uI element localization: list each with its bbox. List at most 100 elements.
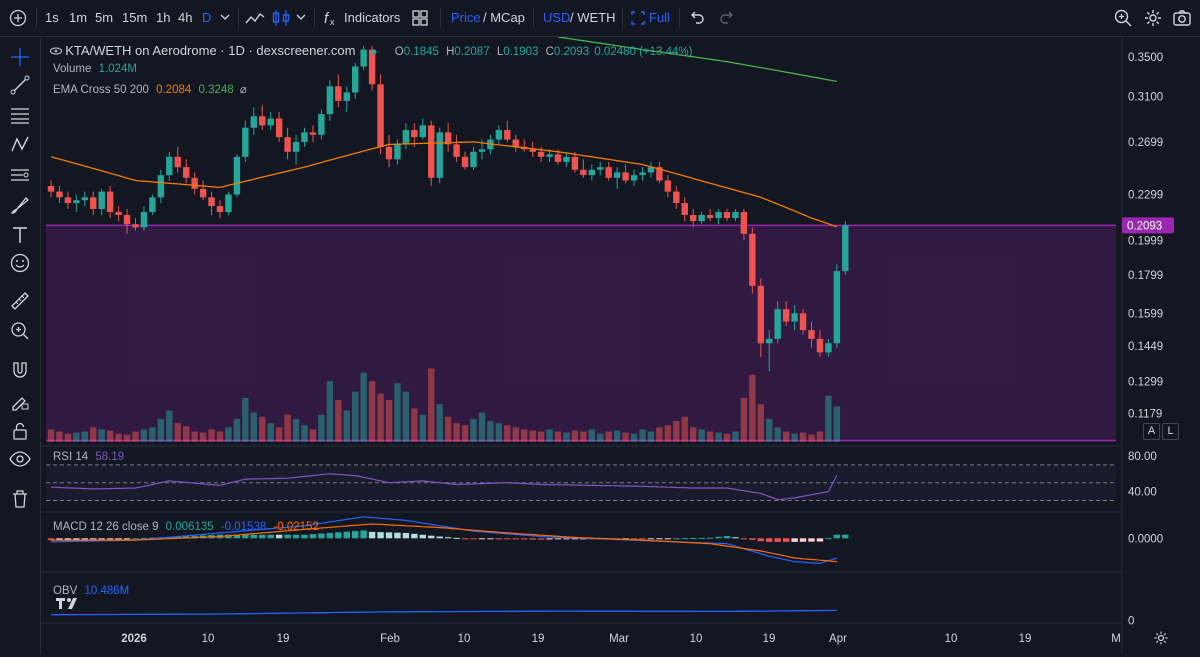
log-scale-button[interactable]: L bbox=[1162, 423, 1179, 440]
chart-area[interactable]: 0.3500 0.3100 0.2699 0.2299 0.1999 0.1799 0.15… bbox=[40, 36, 1200, 654]
lock-drawing-icon[interactable] bbox=[8, 389, 32, 413]
volume-bar bbox=[377, 393, 384, 442]
candle-body bbox=[554, 154, 562, 162]
axis-settings-icon[interactable] bbox=[1153, 630, 1169, 646]
candle-body bbox=[428, 125, 435, 178]
crosshair-icon[interactable] bbox=[8, 45, 32, 69]
macd-histogram-bar bbox=[402, 532, 410, 539]
timeframe-1s[interactable]: 1s bbox=[45, 10, 59, 25]
candle-body bbox=[174, 156, 181, 168]
volume-bar bbox=[56, 431, 63, 442]
price-toggle[interactable]: Price bbox=[451, 10, 481, 25]
rsi-tick-label: 80.00 bbox=[1128, 451, 1157, 463]
volume-bar bbox=[444, 416, 452, 442]
volume-bar bbox=[529, 430, 536, 442]
timeframe-5m[interactable]: 5m bbox=[95, 10, 114, 25]
last-price-tag bbox=[1122, 217, 1174, 234]
volume-bar bbox=[453, 423, 460, 442]
volume-bar bbox=[183, 426, 190, 442]
macd-histogram-bar bbox=[521, 538, 528, 540]
macd-histogram-bar bbox=[723, 535, 731, 539]
timeframe-1m[interactable]: 1m bbox=[69, 10, 88, 25]
change-value: 0.02480 (+13.44%) bbox=[594, 46, 693, 58]
candle-body bbox=[740, 211, 748, 234]
usd-toggle[interactable]: USD bbox=[543, 10, 571, 25]
price-tick-label: 0.1799 bbox=[1128, 270, 1163, 282]
undo-icon[interactable] bbox=[688, 8, 706, 26]
macd-histogram-bar bbox=[275, 534, 283, 539]
magnet-icon[interactable] bbox=[8, 359, 32, 383]
volume-bar bbox=[613, 430, 621, 442]
candle-body bbox=[402, 130, 410, 145]
line-chart-icon[interactable] bbox=[244, 8, 266, 26]
candle-body bbox=[571, 156, 579, 170]
ruler-icon[interactable] bbox=[8, 289, 32, 313]
candle-body bbox=[622, 172, 629, 181]
token-logo-icon bbox=[49, 46, 63, 56]
indicators-button[interactable]: Indicators bbox=[344, 10, 401, 25]
volume-bar bbox=[571, 430, 579, 442]
macd-histogram-bar bbox=[318, 533, 325, 539]
full-button[interactable]: Full bbox=[649, 10, 670, 25]
lock-icon[interactable] bbox=[8, 419, 32, 443]
macd-histogram-bar bbox=[470, 538, 477, 540]
macd-histogram-bar bbox=[174, 536, 181, 539]
emoji-icon[interactable] bbox=[8, 251, 32, 275]
macd-hist-value: 0.006135 bbox=[165, 521, 214, 533]
settings-gear-icon[interactable] bbox=[1143, 8, 1163, 26]
fullscreen-icon[interactable] bbox=[630, 9, 646, 27]
chevron-down-icon[interactable] bbox=[294, 8, 308, 26]
auto-scale-button[interactable]: A bbox=[1143, 423, 1160, 440]
timeframe-1h[interactable]: 1h bbox=[156, 10, 171, 25]
trend-line-icon[interactable] bbox=[8, 73, 32, 97]
candle-body bbox=[470, 151, 477, 168]
ema50-value: 0.2084 bbox=[156, 84, 192, 96]
chevron-down-icon[interactable] bbox=[218, 8, 232, 26]
volume-bar bbox=[470, 418, 477, 442]
macd-histogram-bar bbox=[808, 538, 815, 542]
snapshot-camera-icon[interactable] bbox=[1172, 8, 1192, 26]
volume-bar bbox=[47, 429, 55, 442]
redo-icon[interactable] bbox=[718, 8, 736, 26]
candle-body bbox=[656, 167, 663, 181]
macd-histogram-bar bbox=[284, 534, 291, 539]
time-tick-label: M bbox=[1111, 633, 1121, 645]
quick-search-icon[interactable] bbox=[1113, 8, 1133, 27]
volume-bar bbox=[799, 432, 807, 442]
timeframe-15m[interactable]: 15m bbox=[122, 10, 148, 25]
projection-icon[interactable] bbox=[8, 163, 32, 187]
eye-icon[interactable] bbox=[8, 447, 32, 471]
price-chart-svg[interactable]: 0.3500 0.3100 0.2699 0.2299 0.1999 0.1799 0.15… bbox=[40, 36, 1200, 654]
zoom-in-icon[interactable] bbox=[8, 319, 32, 343]
horizontal-lines-icon[interactable] bbox=[8, 103, 32, 127]
hidden-source-icon[interactable]: ⌀ bbox=[239, 84, 247, 96]
brush-icon[interactable] bbox=[8, 193, 32, 217]
volume-bar bbox=[774, 427, 781, 442]
timeframe-d[interactable]: D bbox=[202, 10, 212, 25]
text-tool-icon[interactable] bbox=[8, 223, 32, 247]
mcap-toggle[interactable]: / MCap bbox=[483, 10, 525, 25]
volume-bar bbox=[833, 406, 841, 442]
candlestick-type-icon[interactable] bbox=[270, 8, 292, 26]
weth-toggle[interactable]: / WETH bbox=[570, 10, 616, 25]
timeframe-4h[interactable]: 4h bbox=[178, 10, 193, 25]
layout-grid-icon[interactable] bbox=[410, 8, 430, 26]
macd-histogram-bar bbox=[140, 537, 148, 539]
macd-histogram-bar bbox=[698, 537, 705, 539]
volume-bar bbox=[766, 418, 773, 442]
candle-body bbox=[259, 116, 266, 126]
add-symbol-icon[interactable] bbox=[8, 8, 28, 27]
price-tick-label: 0.1999 bbox=[1128, 235, 1163, 247]
macd-histogram-bar bbox=[563, 538, 570, 540]
trash-icon[interactable] bbox=[8, 487, 32, 511]
pattern-icon[interactable] bbox=[8, 133, 32, 157]
volume-bar bbox=[199, 432, 207, 442]
candle-body bbox=[681, 203, 688, 216]
candle-body bbox=[732, 211, 739, 219]
macd-histogram-bar bbox=[225, 534, 232, 539]
time-tick-label: 19 bbox=[1019, 633, 1032, 645]
candle-body bbox=[225, 194, 232, 212]
volume-bar bbox=[318, 414, 325, 442]
macd-label: MACD 12 26 close 9 bbox=[53, 521, 159, 533]
